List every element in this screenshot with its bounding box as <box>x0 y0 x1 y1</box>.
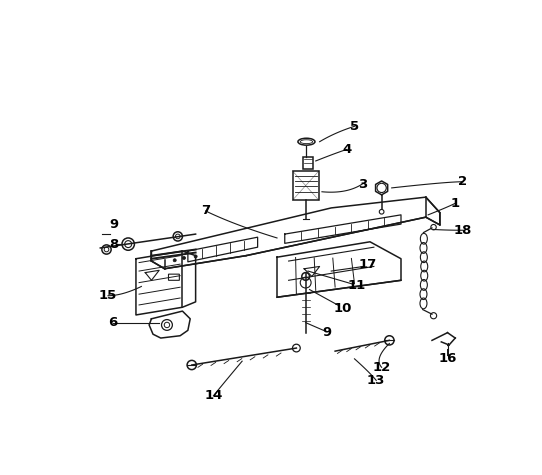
Text: 16: 16 <box>438 352 457 365</box>
Text: 2: 2 <box>459 175 468 188</box>
Text: 10: 10 <box>334 302 352 314</box>
Text: 15: 15 <box>99 289 117 302</box>
Text: 8: 8 <box>109 238 119 251</box>
Circle shape <box>194 255 197 258</box>
Text: 11: 11 <box>348 279 366 292</box>
Text: 1: 1 <box>451 197 460 210</box>
Circle shape <box>183 256 185 259</box>
Text: 17: 17 <box>359 258 377 271</box>
Bar <box>293 171 319 200</box>
Text: 13: 13 <box>367 374 385 387</box>
Text: 5: 5 <box>350 120 359 133</box>
Text: 9: 9 <box>109 218 119 231</box>
Text: 12: 12 <box>372 361 391 374</box>
Text: 7: 7 <box>201 205 210 218</box>
Text: 18: 18 <box>454 224 472 237</box>
Text: 3: 3 <box>358 178 367 190</box>
Text: 9: 9 <box>323 326 332 339</box>
FancyBboxPatch shape <box>169 274 179 280</box>
Text: 6: 6 <box>108 316 117 329</box>
Circle shape <box>173 259 176 262</box>
Text: 14: 14 <box>204 390 223 402</box>
Bar <box>302 157 313 170</box>
Text: 4: 4 <box>342 143 351 156</box>
